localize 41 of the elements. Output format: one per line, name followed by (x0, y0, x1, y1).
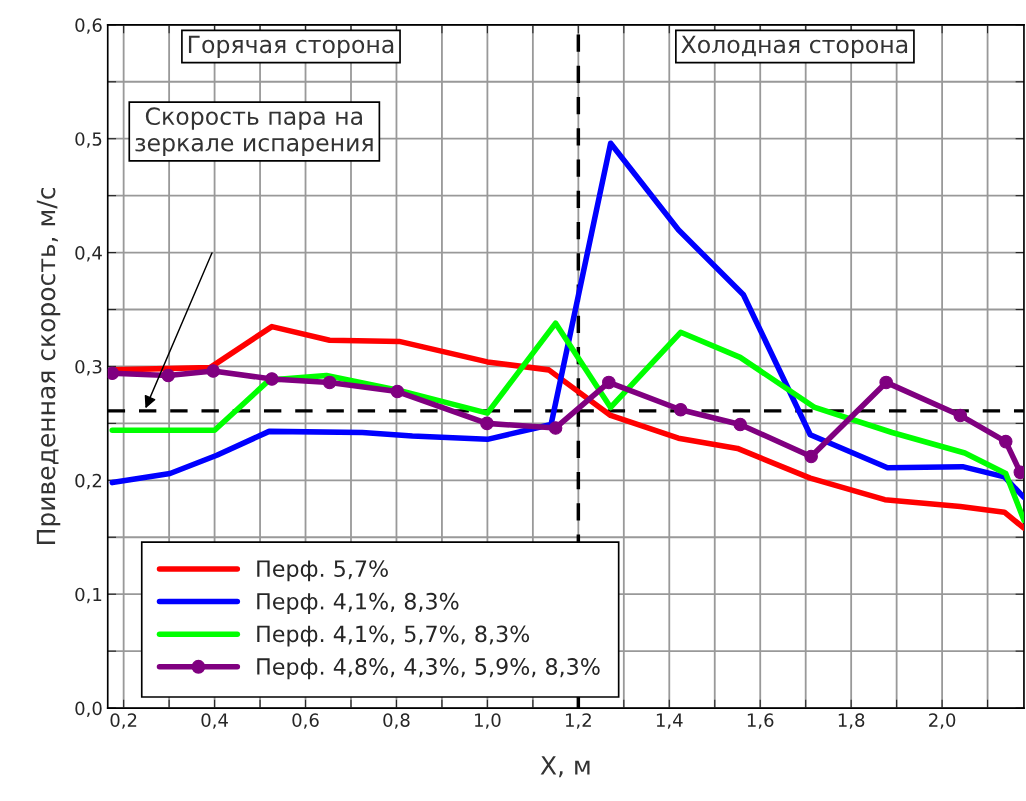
point (107, 366, 120, 381)
annotation: Скорость пара на зеркале испарения (135, 107, 373, 157)
legend-label: Перф. 4,1%, 8,3% (257, 592, 459, 614)
x-tick-label: 0,2 (110, 713, 137, 729)
y-tick-label: 0,5 (75, 132, 102, 148)
x-tick-label: 1,0 (475, 713, 501, 729)
x-tick-label: 0,4 (201, 713, 228, 729)
point (804, 449, 818, 464)
y-tick-label: 0,2 (75, 473, 102, 490)
point (548, 421, 563, 435)
annotation: Холодная сторона (681, 35, 908, 58)
annotation: Горячая сторона (188, 35, 394, 58)
x-tick-label: 0,6 (292, 713, 319, 729)
point (161, 368, 175, 383)
point (265, 372, 279, 386)
x-tick-label: 1,2 (565, 713, 591, 729)
y-tick-label: 0,0 (75, 701, 102, 718)
x-tick-label: 1,8 (838, 713, 865, 729)
point (206, 364, 220, 378)
x-axis-title: X, м (540, 756, 590, 778)
point (998, 434, 1013, 449)
y-tick-label: 0,3 (75, 359, 102, 376)
point (673, 402, 688, 417)
point (602, 375, 616, 390)
x-tick-label: 1,4 (656, 713, 683, 729)
point (480, 416, 494, 431)
y-tick-label: 0,6 (75, 18, 102, 34)
point (879, 375, 893, 390)
x-tick-label: 2,0 (929, 713, 956, 729)
x-tick-label: 0,8 (383, 713, 410, 729)
y-tick-label: 0,1 (75, 587, 102, 604)
y-axis-title: Приведенная скорость, м/с (36, 188, 61, 544)
point (390, 384, 405, 399)
legend-label: Перф. 5,7% (257, 560, 388, 582)
point (733, 417, 747, 432)
legend-label: Перф. 4,1%, 5,7%, 8,3% (257, 625, 530, 647)
legend-label: Перф. 4,8%, 4,3%, 5,9%, 8,3% (257, 658, 600, 680)
x-tick-label: 1,6 (747, 713, 774, 729)
point (322, 375, 337, 390)
point (953, 408, 968, 423)
y-tick-label: 0,4 (75, 246, 102, 262)
